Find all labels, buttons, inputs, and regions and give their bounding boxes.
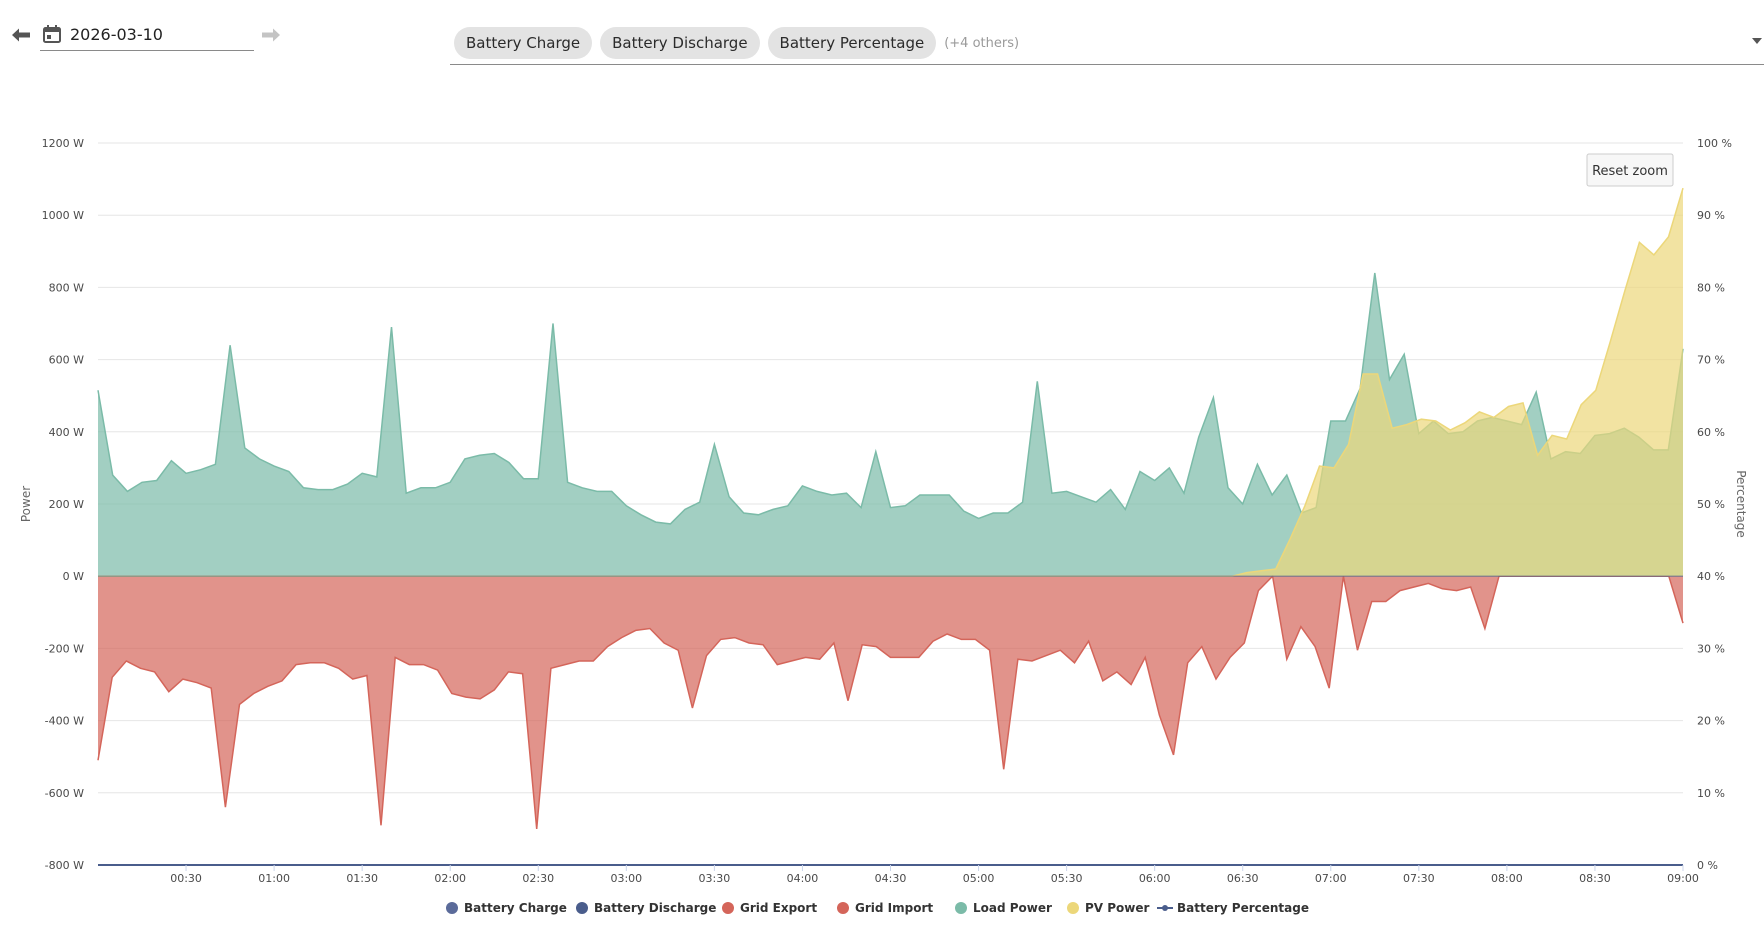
y-left-tick-label: 800 W [49, 281, 84, 294]
legend-item-battery-charge[interactable]: Battery Charge [446, 901, 567, 915]
legend-label: Battery Charge [464, 901, 567, 915]
chevron-down-icon[interactable] [1750, 34, 1764, 48]
series-areas [97, 187, 1684, 829]
next-day-button[interactable] [260, 24, 282, 46]
legend-dot-symbol [722, 902, 734, 914]
x-tick-label: 04:30 [875, 872, 907, 885]
x-tick-label: 07:30 [1403, 872, 1435, 885]
y-left-tick-label: 400 W [49, 426, 84, 439]
svg-text:Reset zoom: Reset zoom [1592, 164, 1668, 179]
y-left-tick-label: 1000 W [42, 209, 84, 222]
legend-label: Battery Discharge [594, 901, 716, 915]
x-tick-label: 08:30 [1579, 872, 1611, 885]
arrow-right-icon [262, 28, 280, 42]
legend-dot-symbol [1067, 902, 1079, 914]
x-tick-label: 02:00 [434, 872, 466, 885]
y-right-tick-label: 10 % [1697, 787, 1725, 800]
x-tick-label: 02:30 [522, 872, 554, 885]
legend-item-grid-import[interactable]: Grid Import [837, 901, 933, 915]
series-select[interactable]: Battery Charge Battery Discharge Battery… [450, 22, 1764, 65]
x-tick-label: 05:00 [963, 872, 995, 885]
y-left-tick-label: -400 W [45, 715, 84, 728]
x-tick-label: 05:30 [1051, 872, 1083, 885]
legend-label: Load Power [973, 901, 1052, 915]
y-left-tick-label: -800 W [45, 859, 84, 872]
y-right-tick-label: 20 % [1697, 715, 1725, 728]
x-tick-label: 00:30 [170, 872, 202, 885]
line-grid-import [97, 574, 1684, 829]
legend-item-load-power[interactable]: Load Power [955, 901, 1052, 915]
reset-zoom-button[interactable]: Reset zoom [1586, 153, 1674, 187]
y-right-tick-label: 50 % [1697, 498, 1725, 511]
series-grid-import [97, 574, 1684, 829]
y-left-tick-label: -600 W [45, 787, 84, 800]
legend-item-pv-power[interactable]: PV Power [1067, 901, 1150, 915]
legend-item-battery-percentage[interactable]: Battery Percentage [1157, 901, 1309, 915]
x-tick-label: 09:00 [1667, 872, 1699, 885]
x-tick-label: 01:00 [258, 872, 290, 885]
y-right-tick-label: 100 % [1697, 137, 1732, 150]
y-left-tick-label: 1200 W [42, 137, 84, 150]
arrow-left-icon [12, 28, 30, 42]
y-left-title: Power [19, 486, 33, 522]
y-right-tick-label: 90 % [1697, 209, 1725, 222]
legend-dot-symbol [446, 902, 458, 914]
area-load-power [98, 273, 1683, 577]
legend-label: Battery Percentage [1177, 901, 1309, 915]
chip-battery-percentage[interactable]: Battery Percentage [767, 27, 937, 59]
x-tick-label: 06:00 [1139, 872, 1171, 885]
others-count: (+4 others) [944, 35, 1020, 51]
power-chart[interactable]: 1200 W 1000 W 800 W 600 W 400 W 200 W 0 W -200 … [0, 100, 1764, 931]
calendar-icon [43, 25, 61, 43]
y-left-ticks: 1200 W 1000 W 800 W 600 W 400 W 200 W 0 W -200 … [42, 137, 84, 872]
x-tick-label: 03:30 [699, 872, 731, 885]
legend-marker-symbol [1162, 905, 1168, 911]
x-tick-label: 08:00 [1491, 872, 1523, 885]
x-ticks: 00:30 01:00 01:30 02:00 02:30 03:00 03:30 04:00… [170, 865, 1699, 885]
legend-label: Grid Export [740, 901, 817, 915]
y-right-tick-label: 30 % [1697, 642, 1725, 655]
x-tick-label: 07:00 [1315, 872, 1347, 885]
legend-dot-symbol [576, 902, 588, 914]
area-grid-import [98, 576, 1683, 829]
legend: Battery Charge Battery Discharge Grid Expo… [446, 901, 1309, 915]
x-tick-label: 01:30 [346, 872, 378, 885]
x-tick-label: 04:00 [787, 872, 819, 885]
y-left-tick-label: 0 W [63, 570, 84, 583]
y-right-ticks: 100 % 90 % 80 % 70 % 60 % 50 % 40 % 30 % 20 % 10 … [1697, 137, 1732, 872]
legend-label: PV Power [1085, 901, 1150, 915]
y-right-tick-label: 80 % [1697, 281, 1725, 294]
legend-item-grid-export[interactable]: Grid Export [722, 901, 817, 915]
date-input[interactable] [70, 24, 240, 44]
y-right-title: Percentage [1734, 470, 1748, 538]
y-right-tick-label: 70 % [1697, 354, 1725, 367]
area-pv-power [98, 188, 1683, 577]
legend-item-battery-discharge[interactable]: Battery Discharge [576, 901, 716, 915]
chip-battery-charge[interactable]: Battery Charge [454, 27, 593, 59]
selected-series-chips: Battery Charge Battery Discharge Battery… [454, 27, 1019, 59]
y-left-tick-label: -200 W [45, 642, 84, 655]
legend-dot-symbol [837, 902, 849, 914]
chip-battery-discharge[interactable]: Battery Discharge [600, 27, 760, 59]
legend-dot-symbol [955, 902, 967, 914]
y-right-tick-label: 0 % [1697, 859, 1718, 872]
y-right-tick-label: 60 % [1697, 426, 1725, 439]
y-left-tick-label: 600 W [49, 354, 84, 367]
date-picker[interactable] [40, 18, 254, 51]
x-tick-label: 03:00 [610, 872, 642, 885]
y-left-tick-label: 200 W [49, 498, 84, 511]
y-right-tick-label: 40 % [1697, 570, 1725, 583]
prev-day-button[interactable] [10, 24, 32, 46]
x-tick-label: 06:30 [1227, 872, 1259, 885]
legend-label: Grid Import [855, 901, 933, 915]
